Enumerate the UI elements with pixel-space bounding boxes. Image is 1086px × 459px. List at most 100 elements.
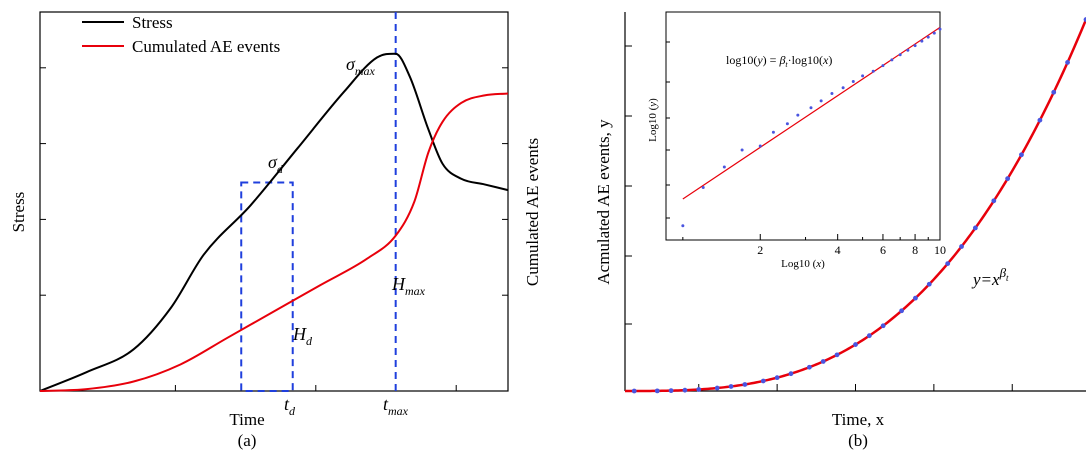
inset-data-point	[938, 27, 942, 31]
panel-a-series	[39, 52, 509, 392]
data-point	[682, 387, 688, 393]
inset-data-point	[932, 31, 936, 35]
data-point	[696, 387, 702, 392]
inset-data-point	[796, 113, 800, 117]
inset-data-point	[906, 48, 910, 52]
data-point	[945, 261, 951, 267]
inset-x-label-c: )	[821, 258, 825, 270]
inset-data-point	[758, 144, 762, 148]
data-point	[807, 364, 812, 370]
data-point	[1019, 152, 1024, 158]
eq-beta-sub: t	[785, 60, 788, 69]
sigma-d-label-base: σ	[268, 152, 278, 172]
inset-y-label-c: )	[647, 98, 659, 102]
data-point	[631, 388, 637, 394]
legend-label: Stress	[132, 13, 173, 32]
inset-data-point	[681, 224, 685, 228]
inset-data-point	[871, 69, 875, 73]
inset-data-point	[830, 92, 834, 96]
eq-beta: β	[778, 53, 785, 67]
eq-y: y	[756, 53, 763, 67]
data-point	[1005, 176, 1011, 182]
t-max-label-sub: max	[388, 404, 409, 418]
inset-equation: log10(y) = βt·log10(x)	[726, 53, 832, 69]
data-point	[774, 375, 780, 381]
panel-label: (a)	[238, 431, 257, 450]
data-point	[820, 359, 826, 364]
data-point	[899, 308, 904, 314]
data-point	[959, 244, 964, 249]
data-point	[926, 281, 932, 287]
data-point	[991, 198, 997, 204]
inset-data-point	[920, 39, 924, 43]
data-point	[880, 323, 886, 329]
eq-post: ·log10(	[788, 53, 823, 67]
inset-data-point	[898, 53, 902, 57]
inset-x-tick-label: 2	[757, 243, 763, 257]
inset-data-point	[841, 86, 845, 90]
data-point	[1083, 17, 1086, 22]
data-point	[866, 333, 872, 339]
data-point	[1037, 117, 1043, 123]
panel-label: (b)	[848, 431, 868, 450]
inset-data-point	[926, 35, 930, 39]
data-point	[668, 388, 674, 394]
data-point	[853, 342, 858, 347]
fit-label-sup: β	[999, 265, 1007, 280]
data-point	[714, 385, 720, 391]
h-d-label-base: H	[292, 324, 307, 344]
t-max-label-base: t	[383, 394, 389, 414]
eq-mid: ) =	[763, 53, 780, 67]
inset-data-point	[701, 186, 705, 190]
sigma-d-label-sub: d	[277, 162, 284, 176]
inset-y-label-a: Log10 (	[647, 106, 659, 141]
panel-b-axes: Time, x Acmulated AE events, y (b)	[594, 12, 1086, 450]
inset-x-tick-label: 8	[912, 243, 918, 257]
inset-x-label: Log10 (x)	[781, 258, 825, 270]
inset-data-point	[722, 165, 726, 169]
data-point	[1065, 59, 1070, 65]
sigma-max-label: σmax	[346, 54, 376, 78]
inset-data-point	[890, 58, 894, 62]
x-axis-label: Time, x	[832, 410, 885, 429]
inset-data-point	[861, 74, 865, 78]
panel-a: Stress Cumulated AE events Time Stress Cumul…	[9, 11, 542, 450]
t-d-label-base: t	[284, 394, 290, 414]
eq-x: x	[822, 53, 829, 67]
h-d-label-sub: d	[306, 334, 313, 348]
cumulated-ae-line	[39, 92, 509, 392]
inset-data-point	[809, 106, 813, 110]
panel-a-axes: Stress Cumulated AE events Time Stress Cumul…	[9, 11, 542, 450]
sigma-max-label-base: σ	[346, 54, 356, 74]
fit-label-sup-sub: t	[1006, 273, 1009, 283]
sigma-d-label: σd	[268, 152, 284, 176]
inset-data-point	[851, 80, 855, 84]
inset-y-label-b: y	[647, 102, 659, 108]
data-point	[742, 382, 748, 387]
d-box-dashed	[240, 181, 294, 392]
inset-x-label-b: x	[815, 258, 821, 270]
inset-data-point	[740, 148, 744, 152]
h-max-label: Hmax	[391, 274, 426, 298]
data-point	[760, 378, 766, 384]
data-point	[788, 371, 794, 377]
h-d-label: Hd	[292, 324, 313, 348]
data-point	[913, 295, 918, 301]
inset-data-point	[819, 99, 823, 103]
sigma-max-label-sub: max	[355, 64, 376, 78]
inset-fit-line	[682, 26, 941, 200]
fit-label-base: y=x	[971, 270, 1000, 289]
inset-data-point	[881, 64, 885, 68]
data-point	[728, 384, 734, 389]
eq-pre: log10(	[726, 53, 757, 67]
data-point	[834, 352, 840, 358]
inset-data-point	[785, 122, 789, 126]
y-axis-label: Acmulated AE events, y	[594, 119, 613, 285]
t-max-label: tmax	[383, 394, 409, 418]
x-axis-label: Time	[229, 410, 264, 429]
inset-frame	[665, 11, 941, 241]
